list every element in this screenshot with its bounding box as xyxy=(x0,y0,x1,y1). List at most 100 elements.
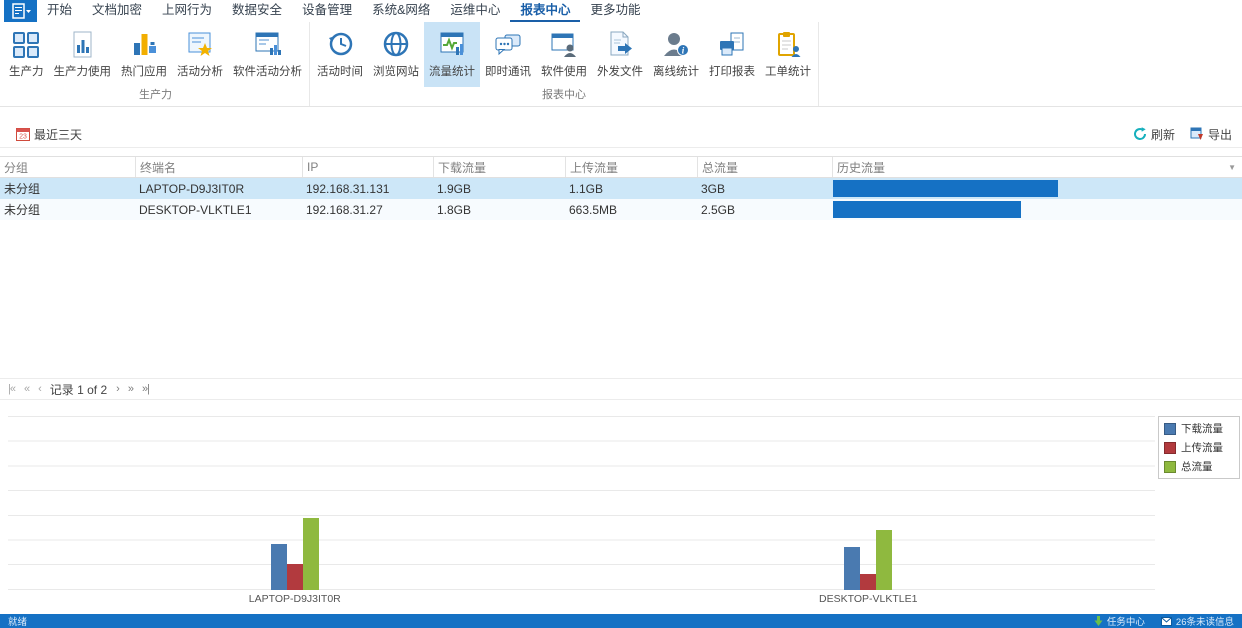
app-menu-button[interactable] xyxy=(4,0,37,22)
tab-system-network[interactable]: 系统&网络 xyxy=(362,0,440,22)
tab-start[interactable]: 开始 xyxy=(37,0,82,22)
tab-report-center[interactable]: 报表中心 xyxy=(510,0,580,22)
activity-analysis-icon xyxy=(185,26,215,62)
cell-group: 未分组 xyxy=(0,199,135,220)
tab-doc-encryption[interactable]: 文档加密 xyxy=(82,0,152,22)
instant-messaging-icon xyxy=(493,26,523,62)
fast-prev-page-button[interactable]: « xyxy=(24,383,29,395)
table-row[interactable]: 未分组 DESKTOP-VLKTLE1 192.168.31.27 1.8GB … xyxy=(0,199,1242,220)
chart-plot xyxy=(8,416,1155,590)
svg-text:23: 23 xyxy=(19,134,27,141)
column-options-dropdown-icon[interactable]: ▼ xyxy=(1228,163,1236,172)
chart-bar xyxy=(860,574,876,590)
column-header-ip[interactable]: IP xyxy=(302,157,433,177)
export-label: 导出 xyxy=(1208,126,1232,143)
menu-bar: 开始 文档加密 上网行为 数据安全 设备管理 系统&网络 运维中心 报表中心 更… xyxy=(0,0,1242,22)
ribbon-item-instant-messaging[interactable]: 即时通讯 xyxy=(480,22,536,87)
ribbon-item-label: 生产力使用 xyxy=(54,63,112,79)
ribbon-item-label: 工单统计 xyxy=(765,63,811,79)
cell-terminal: DESKTOP-VLKTLE1 xyxy=(135,199,302,220)
ribbon-item-label: 即时通讯 xyxy=(485,63,531,79)
tab-ops-center[interactable]: 运维中心 xyxy=(440,0,510,22)
ribbon-item-outgoing-files[interactable]: 外发文件 xyxy=(592,22,648,87)
cell-ip: 192.168.31.131 xyxy=(302,178,433,199)
record-count-label: 记录 1 of 2 xyxy=(50,381,107,398)
ribbon-item-label: 软件使用 xyxy=(541,63,587,79)
ribbon-item-ticket-stats[interactable]: 工单统计 xyxy=(760,22,816,87)
export-button[interactable]: 导出 xyxy=(1190,126,1232,143)
ribbon-item-print-report[interactable]: 打印报表 xyxy=(704,22,760,87)
cell-total: 3GB xyxy=(697,178,832,199)
cell-total: 2.5GB xyxy=(697,199,832,220)
history-traffic-bar xyxy=(833,201,1021,218)
column-header-history[interactable]: 历史流量 ▼ xyxy=(832,157,1242,177)
table-row[interactable]: 未分组 LAPTOP-D9J3IT0R 192.168.31.131 1.9GB… xyxy=(0,178,1242,199)
prev-page-button[interactable]: ‹ xyxy=(38,383,41,395)
calendar-icon: 23 xyxy=(16,127,30,141)
chart-bar xyxy=(876,530,892,590)
column-header-total[interactable]: 总流量 xyxy=(697,157,832,177)
cell-upload: 663.5MB xyxy=(565,199,697,220)
ribbon-group-label: 报表中心 xyxy=(312,87,816,106)
legend-swatch xyxy=(1164,423,1176,435)
ribbon-group-label: 生产力 xyxy=(4,87,307,106)
ribbon-item-software-usage[interactable]: 软件使用 xyxy=(536,22,592,87)
traffic-stats-icon xyxy=(437,26,467,62)
column-header-group[interactable]: 分组 xyxy=(0,157,135,177)
productivity-usage-icon xyxy=(67,26,97,62)
chart-category-label: LAPTOP-D9J3IT0R xyxy=(249,593,341,605)
column-header-download[interactable]: 下载流量 xyxy=(433,157,565,177)
ribbon-item-activity-time[interactable]: 活动时间 xyxy=(312,22,368,87)
legend-swatch xyxy=(1164,442,1176,454)
ribbon-item-label: 离线统计 xyxy=(653,63,699,79)
first-page-button[interactable]: |« xyxy=(8,383,15,395)
tab-more-features[interactable]: 更多功能 xyxy=(580,0,650,22)
cell-group: 未分组 xyxy=(0,178,135,199)
tab-data-security[interactable]: 数据安全 xyxy=(222,0,292,22)
ribbon-item-activity-analysis[interactable]: 活动分析 xyxy=(172,22,228,87)
ribbon-item-offline-stats[interactable]: i 离线统计 xyxy=(648,22,704,87)
cell-upload: 1.1GB xyxy=(565,178,697,199)
cell-download: 1.8GB xyxy=(433,199,565,220)
tab-internet-behavior[interactable]: 上网行为 xyxy=(152,0,222,22)
ribbon-item-label: 活动分析 xyxy=(177,63,223,79)
ribbon-item-label: 外发文件 xyxy=(597,63,643,79)
column-header-history-label: 历史流量 xyxy=(837,159,885,176)
tab-device-management[interactable]: 设备管理 xyxy=(292,0,362,22)
last-page-button[interactable]: »| xyxy=(142,383,149,395)
task-center-button[interactable]: 任务中心 xyxy=(1094,614,1145,628)
ribbon-item-hot-apps[interactable]: 热门应用 xyxy=(116,22,172,87)
ribbon-item-browse-websites[interactable]: 浏览网站 xyxy=(368,22,424,87)
hot-apps-icon xyxy=(129,26,159,62)
ribbon-item-label: 软件活动分析 xyxy=(233,63,302,79)
next-page-button[interactable]: › xyxy=(116,383,119,395)
column-header-terminal[interactable]: 终端名 xyxy=(135,157,302,177)
date-filter-label: 最近三天 xyxy=(34,126,82,143)
ribbon-item-label: 浏览网站 xyxy=(373,63,419,79)
chart-bar xyxy=(271,544,287,590)
task-center-label: 任务中心 xyxy=(1107,614,1145,628)
ribbon-group-report-center: 活动时间 浏览网站 流量统计 即时通讯 xyxy=(310,22,819,106)
ribbon-item-productivity[interactable]: 生产力 xyxy=(4,22,49,87)
pagination-bar: |« « ‹ 记录 1 of 2 › » »| xyxy=(0,378,1242,400)
legend-swatch xyxy=(1164,461,1176,473)
fast-next-page-button[interactable]: » xyxy=(128,383,133,395)
unread-messages-button[interactable]: 26条未读信息 xyxy=(1161,614,1234,628)
app-window-icon xyxy=(10,3,32,19)
ribbon: 生产力 生产力使用 热门应用 活动分析 xyxy=(0,22,1242,107)
browse-web-icon xyxy=(381,26,411,62)
legend-entry: 上传流量 xyxy=(1164,440,1234,455)
ribbon-item-productivity-usage[interactable]: 生产力使用 xyxy=(49,22,117,87)
report-toolbar: 23 最近三天 刷新 导出 xyxy=(0,121,1242,148)
offline-stats-icon: i xyxy=(661,26,691,62)
ribbon-item-traffic-stats[interactable]: 流量统计 xyxy=(424,22,480,87)
date-filter-button[interactable]: 23 最近三天 xyxy=(16,126,82,143)
refresh-button[interactable]: 刷新 xyxy=(1133,126,1175,143)
refresh-label: 刷新 xyxy=(1151,126,1175,143)
legend-entry: 总流量 xyxy=(1164,459,1234,474)
ticket-stats-icon xyxy=(773,26,803,62)
software-usage-icon xyxy=(549,26,579,62)
column-header-upload[interactable]: 上传流量 xyxy=(565,157,697,177)
ribbon-item-software-activity-analysis[interactable]: 软件活动分析 xyxy=(228,22,307,87)
cell-ip: 192.168.31.27 xyxy=(302,199,433,220)
